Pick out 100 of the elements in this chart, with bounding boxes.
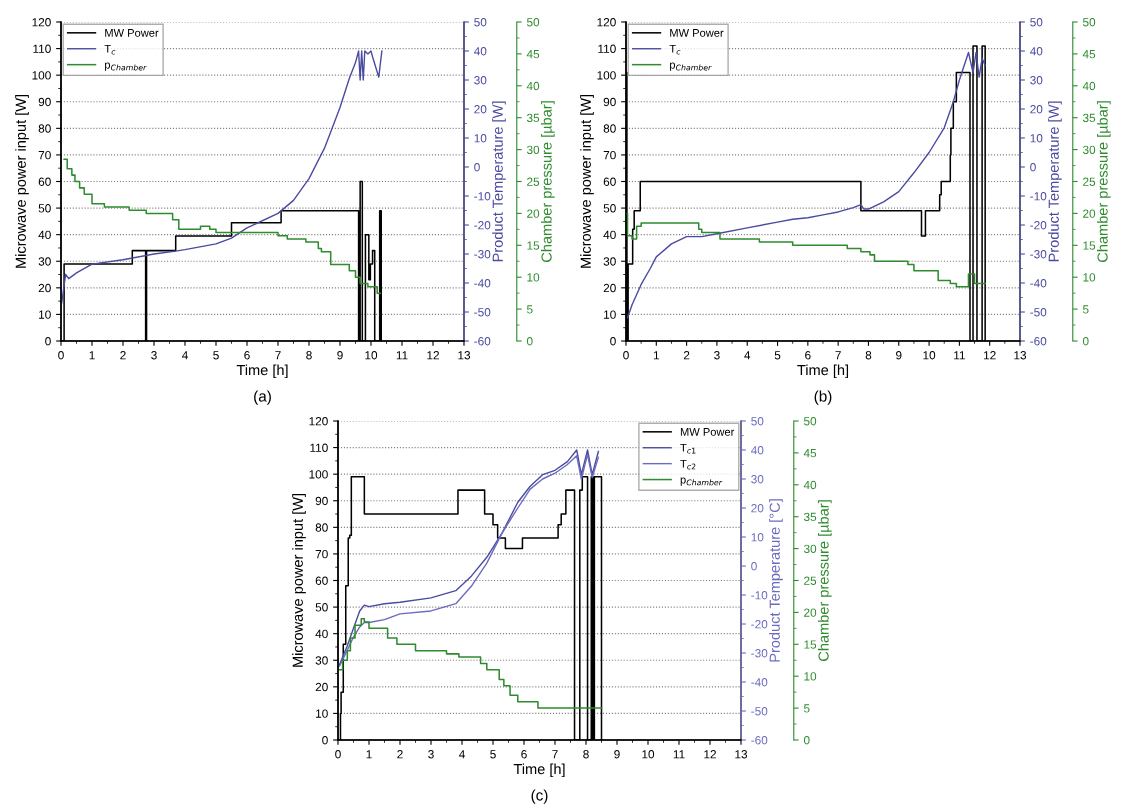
y-tick-label: 90 (38, 97, 51, 107)
y2-tick-label: -40 (474, 279, 491, 288)
x-tick-label: 5 (774, 351, 781, 360)
y2-tick-label: 50 (1030, 18, 1043, 27)
x-tick-label: 9 (896, 351, 902, 360)
y3-tick-label: 15 (804, 640, 817, 649)
y3-tick-label: 30 (803, 544, 817, 553)
y2-tick-label: 30 (474, 76, 487, 85)
y3-tick-label: 40 (803, 480, 817, 490)
y2-tick-label: -50 (474, 308, 491, 317)
y-tick-label: 20 (315, 682, 328, 692)
y2-tick-label: -10 (1030, 192, 1047, 201)
legend-label: T$_{c}$ (669, 44, 681, 55)
y2-tick-label: 0 (1030, 163, 1036, 172)
y3-tick-label: 0 (803, 736, 810, 745)
x-tick-label: 7 (275, 351, 281, 360)
x-tick-label: 8 (865, 351, 872, 360)
x-tick-label: 8 (306, 351, 312, 360)
x-tick-label: 5 (213, 351, 219, 360)
y2-axis-title: Product Temperature [W] (492, 101, 506, 262)
x-axis-title: Time [h] (236, 364, 288, 379)
x-tick-label: 3 (151, 351, 157, 360)
x-tick-label: 2 (683, 351, 690, 360)
y3-tick-label: 10 (527, 273, 540, 282)
y-tick-label: 20 (38, 283, 51, 293)
x-tick-label: 2 (397, 750, 403, 759)
y3-tick-label: 5 (803, 704, 810, 713)
y-tick-label: 40 (38, 230, 51, 240)
x-tick-label: 12 (984, 351, 996, 360)
y2-axis-title: Product Temperature [°C] (769, 499, 783, 662)
text: (c) (531, 789, 548, 804)
legend-label: MW Power (670, 29, 724, 37)
y3-tick-label: 50 (803, 417, 817, 426)
x-tick-label: 12 (427, 351, 439, 360)
y-tick-label: 10 (39, 310, 51, 319)
y3-tick-label: 45 (526, 50, 540, 59)
y-tick-label: 40 (315, 629, 328, 639)
y-tick-label: 110 (33, 44, 51, 53)
x-tick-label: 7 (552, 750, 558, 759)
y-tick-label: 10 (316, 709, 328, 718)
x-tick-label: 4 (458, 750, 465, 759)
x-tick-label: 10 (923, 351, 936, 360)
y-tick-label: 110 (598, 44, 616, 53)
y3-tick-label: 35 (1082, 113, 1096, 123)
y2-tick-label: -20 (474, 221, 491, 230)
y3-axis-title: Chamber pressure [µbar] (1097, 101, 1111, 262)
legend-label: p$_{Chamber}$ (670, 62, 712, 71)
y3-tick-label: 15 (527, 241, 540, 250)
y3-tick-label: 10 (804, 672, 817, 681)
y2-tick-label: 40 (473, 47, 487, 56)
y-tick-label: 80 (603, 124, 616, 133)
y2-tick-label: -60 (1030, 337, 1047, 346)
legend-label: p$_{Chamber}$ (105, 62, 147, 71)
x-axis-title: Time [h] (513, 763, 565, 778)
x-tick-label: 4 (744, 351, 751, 360)
y-tick-label: 100 (597, 71, 616, 80)
x-tick-label: 2 (120, 351, 126, 360)
x-axis-title: Time [h] (797, 364, 849, 379)
x-tick-label: 11 (954, 351, 965, 360)
y-tick-label: 120 (32, 18, 51, 27)
legend-label: T$_{c2}$ (680, 459, 696, 470)
y3-tick-label: 20 (527, 209, 540, 218)
y-tick-label: 0 (322, 736, 328, 745)
y2-tick-label: 20 (474, 105, 487, 114)
x-tick-label: 5 (490, 750, 496, 759)
legend-label: T$_{c1}$ (680, 443, 696, 454)
y2-tick-label: -40 (751, 678, 768, 687)
y-tick-label: 60 (38, 177, 51, 186)
x-tick-label: 9 (614, 750, 620, 759)
y3-tick-label: 50 (526, 18, 540, 27)
y2-tick-label: 0 (474, 163, 480, 172)
y-tick-label: 80 (38, 124, 51, 133)
y2-tick-label: -10 (474, 192, 491, 201)
y3-tick-label: 25 (1083, 177, 1096, 186)
y3-tick-label: 0 (526, 337, 533, 346)
legend-label: MW Power (105, 29, 159, 37)
x-tick-label: 1 (89, 351, 95, 360)
y2-tick-label: -60 (751, 736, 768, 745)
y-tick-label: 30 (603, 257, 616, 266)
text: (a) (254, 390, 271, 405)
y2-tick-label: 20 (1030, 105, 1043, 114)
x-tick-label: 11 (673, 750, 685, 759)
y-tick-label: 100 (32, 71, 51, 80)
text: (b) (814, 390, 832, 405)
x-tick-label: 10 (365, 351, 378, 360)
y3-tick-label: 30 (1082, 145, 1096, 154)
y3-tick-label: 30 (526, 145, 540, 154)
y2-tick-label: -60 (474, 337, 491, 346)
x-tick-label: 4 (181, 351, 188, 360)
y2-tick-label: 40 (1029, 47, 1043, 56)
y3-tick-label: 10 (1083, 273, 1096, 282)
y2-tick-label: -30 (1030, 250, 1047, 259)
y3-axis-title: Chamber pressure [µbar] (818, 500, 832, 661)
y3-tick-label: 5 (1082, 305, 1089, 314)
x-tick-label: 6 (521, 750, 527, 759)
x-tick-label: 3 (428, 750, 434, 759)
y2-tick-label: 50 (474, 18, 487, 27)
y3-tick-label: 35 (526, 113, 540, 123)
x-tick-label: 3 (714, 351, 720, 360)
y-tick-label: 110 (310, 443, 328, 452)
